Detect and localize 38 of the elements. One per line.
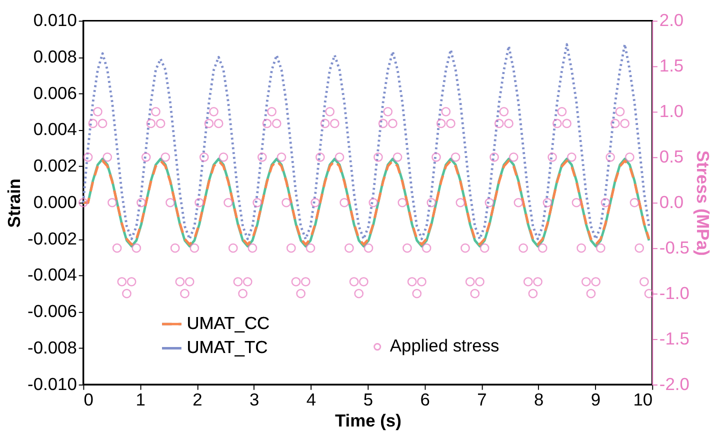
y-tick-label: 0.008 (33, 46, 77, 66)
y2-tick-label: 1.5 (659, 56, 684, 76)
y-tick-label: -0.010 (28, 374, 77, 394)
y2-tick-label: -1.5 (659, 328, 690, 348)
x-tick-label: 10 (633, 389, 653, 410)
y-axis-title: Strain (4, 178, 24, 228)
legend-label: Applied stress (390, 336, 500, 356)
y-tick-label: -0.006 (28, 301, 77, 322)
x-tick-label: 4 (306, 389, 316, 410)
x-tick-label: 1 (136, 389, 146, 410)
legend-label: UMAT_TC (186, 337, 268, 358)
x-tick-label: 2 (192, 389, 202, 410)
y2-tick-label: -1.0 (659, 282, 690, 303)
y-tick-label: 0.006 (33, 82, 77, 103)
y-tick-label: -0.008 (28, 337, 77, 358)
y2-tick-label: 1.0 (659, 100, 684, 121)
y-tick-label: 0.002 (33, 156, 77, 176)
x-tick-label: 7 (477, 389, 487, 410)
y2-axis-title: Stress (MPa) (693, 150, 714, 256)
line-series (82, 43, 650, 240)
x-tick-label: 6 (420, 389, 430, 410)
y-tick-label: -0.002 (28, 228, 77, 248)
y2-tick-label: -0.5 (659, 237, 690, 258)
x-tick-label: 9 (590, 389, 601, 410)
y-tick-label: -0.004 (28, 264, 78, 285)
x-tick-label: 5 (363, 389, 374, 410)
y2-tick-label: 0.0 (659, 192, 684, 212)
legend-label: UMAT_CC (186, 312, 270, 333)
y2-tick-label: 0.5 (659, 146, 684, 166)
y2-tick-label: -2.0 (659, 374, 690, 394)
y-tick-label: 0.000 (33, 192, 77, 212)
x-tick-label: 8 (534, 389, 544, 410)
y-tick-label: 0.004 (33, 119, 78, 140)
x-tick-label: 3 (250, 389, 260, 410)
x-tick-label: 0 (84, 389, 94, 410)
x-axis-title: Time (s) (334, 410, 402, 431)
y2-tick-label: 2.0 (659, 10, 684, 30)
y-tick-label: 0.010 (33, 10, 77, 30)
